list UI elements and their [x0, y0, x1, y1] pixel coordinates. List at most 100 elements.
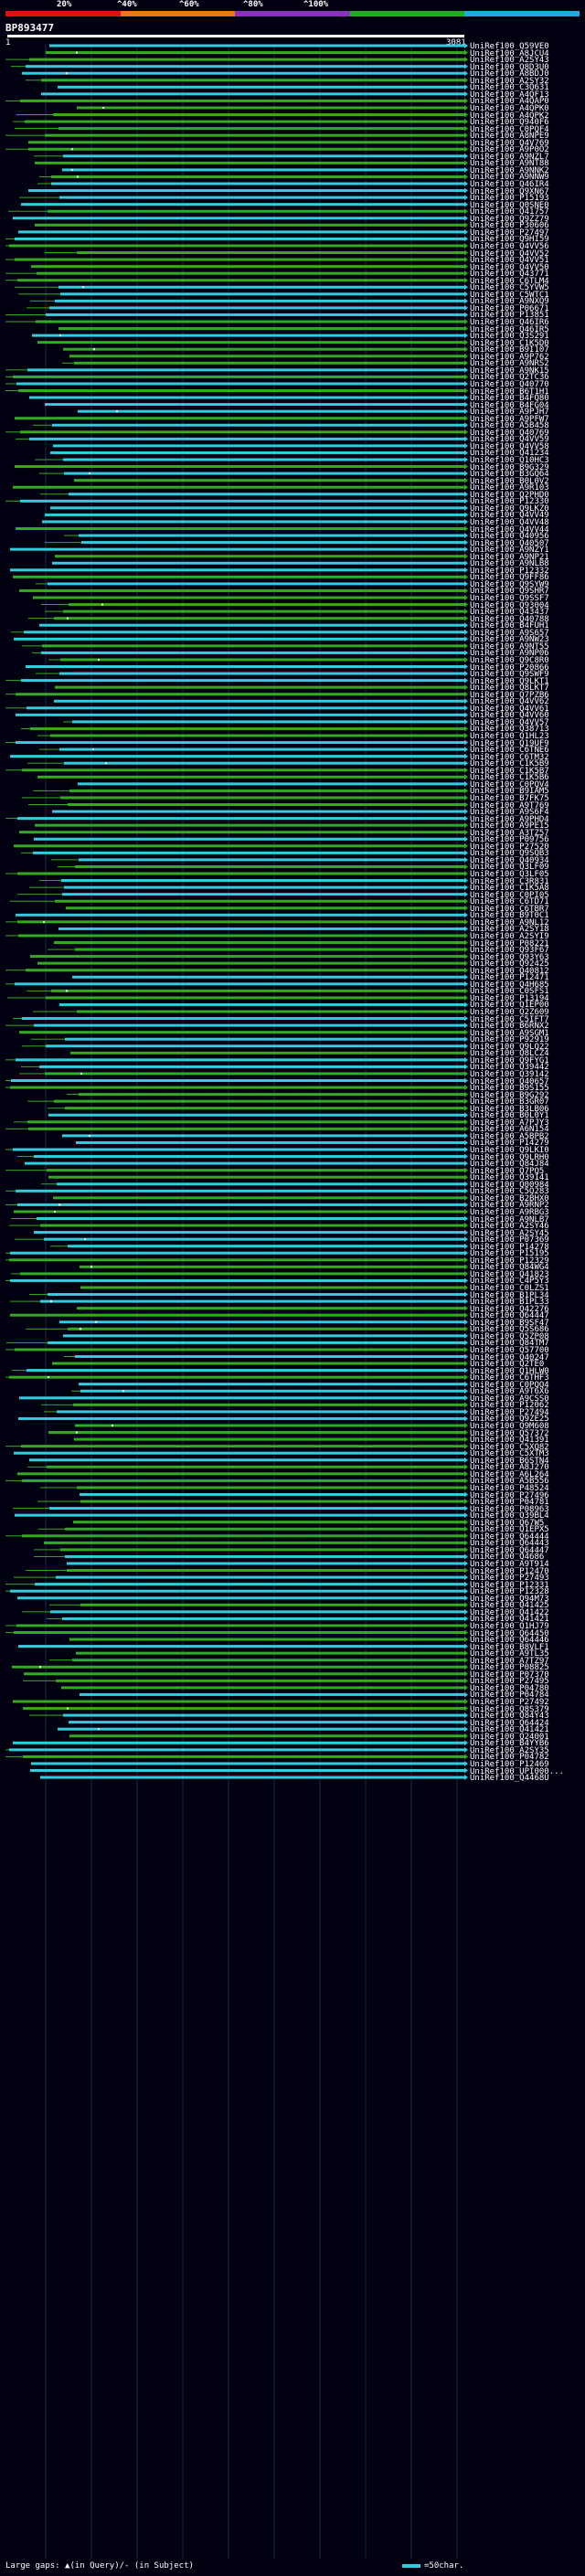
hit-label[interactable]: UniRef100_Q19UF9	[470, 738, 549, 748]
hit-label[interactable]: UniRef100_Q4VV60	[470, 711, 549, 721]
hit-label[interactable]: UniRef100_P12332	[470, 566, 549, 576]
hit-alignment[interactable]	[22, 1043, 468, 1049]
hit-alignment[interactable]	[78, 780, 468, 787]
hit-alignment[interactable]	[21, 201, 468, 207]
hit-label[interactable]: UniRef100_A9CSS0	[470, 1394, 549, 1404]
hit-label[interactable]: UniRef100_A8BDJ0	[470, 69, 549, 80]
hit-label[interactable]: UniRef100_C0PQQ4	[470, 1380, 549, 1390]
hit-alignment[interactable]	[47, 1616, 468, 1622]
hit-alignment[interactable]	[5, 146, 468, 153]
hit-alignment[interactable]	[80, 1285, 468, 1290]
hit-alignment[interactable]	[63, 346, 468, 353]
hit-label[interactable]: UniRef100_C0SFS1	[470, 987, 549, 997]
hit-label[interactable]: UniRef100_A2SY46	[470, 1222, 549, 1232]
hit-label[interactable]: UniRef100_B3GR07	[470, 1097, 549, 1108]
hit-alignment[interactable]	[41, 601, 468, 608]
hit-alignment[interactable]	[39, 471, 468, 477]
hit-label[interactable]: UniRef100_A4QPK0	[470, 103, 549, 113]
hit-alignment[interactable]	[15, 1236, 468, 1243]
hit-alignment[interactable]	[27, 1464, 468, 1470]
hit-alignment[interactable]	[5, 981, 468, 987]
hit-label[interactable]: UniRef100_Q38713	[470, 725, 549, 735]
hit-label[interactable]: UniRef100_B4YYB6	[470, 1739, 549, 1749]
hit-alignment[interactable]	[77, 104, 468, 111]
hit-alignment[interactable]	[5, 1346, 468, 1352]
hit-label[interactable]: UniRef100_A2SY32	[470, 76, 549, 86]
hit-label[interactable]: UniRef100_C5WTC1	[470, 290, 549, 300]
hit-alignment[interactable]	[26, 663, 468, 670]
hit-label[interactable]: UniRef100_B4FG04	[470, 400, 549, 410]
hit-alignment[interactable]	[71, 1388, 468, 1394]
hit-label[interactable]: UniRef100_P14279	[470, 1139, 549, 1149]
hit-alignment[interactable]	[28, 615, 468, 621]
hit-label[interactable]: UniRef100_C5XTM3	[470, 1449, 549, 1459]
hit-label[interactable]: UniRef100_Q1EPX5	[470, 1525, 549, 1535]
hit-alignment[interactable]	[10, 1299, 468, 1305]
hit-alignment[interactable]	[41, 90, 468, 97]
hit-alignment[interactable]	[5, 1622, 468, 1628]
hit-alignment[interactable]	[58, 1726, 468, 1733]
hit-label[interactable]: UniRef100_P27493	[470, 1574, 549, 1584]
hit-label[interactable]: UniRef100_B3LB06	[470, 1104, 549, 1114]
hit-label[interactable]: UniRef100_Q43437	[470, 608, 549, 618]
hit-alignment[interactable]	[37, 960, 468, 967]
hit-alignment[interactable]	[5, 380, 468, 387]
hit-alignment[interactable]	[29, 885, 468, 891]
hit-label[interactable]: UniRef100_P12471	[470, 973, 549, 983]
hit-alignment[interactable]	[5, 767, 468, 773]
hit-label[interactable]: UniRef100_Q59VE0	[470, 42, 549, 51]
hit-label[interactable]: UniRef100_Q41823	[470, 1269, 549, 1279]
hit-label[interactable]: UniRef100_A9PHD4	[470, 814, 549, 824]
hit-alignment[interactable]	[76, 1650, 468, 1657]
hit-alignment[interactable]	[5, 1202, 468, 1208]
hit-label[interactable]: UniRef100_C0LZS1	[470, 1284, 549, 1293]
hit-alignment[interactable]	[5, 1277, 468, 1284]
hit-label[interactable]: UniRef100_B0L0V2	[470, 476, 549, 486]
hit-label[interactable]: UniRef100_Q2PHD0	[470, 490, 549, 500]
hit-alignment[interactable]	[13, 574, 468, 580]
hit-label[interactable]: UniRef100_A2SY35	[470, 1745, 549, 1755]
hit-label[interactable]: UniRef100_C3Q631	[470, 83, 549, 93]
hit-alignment[interactable]	[5, 277, 468, 283]
hit-label[interactable]: UniRef100_P27492	[470, 1698, 549, 1707]
hit-alignment[interactable]	[67, 1091, 468, 1097]
hit-label[interactable]: UniRef100_Q4VV58	[470, 441, 549, 451]
hit-alignment[interactable]	[13, 119, 468, 125]
hit-label[interactable]: UniRef100_A9NP21	[470, 552, 549, 562]
hit-alignment[interactable]	[5, 242, 468, 249]
hit-alignment[interactable]	[13, 484, 468, 491]
hit-label[interactable]: UniRef100_A9T769	[470, 800, 549, 811]
hit-label[interactable]: UniRef100_Q1EP00	[470, 1001, 549, 1011]
hit-label[interactable]: UniRef100_B9S155	[470, 1084, 549, 1094]
hit-label[interactable]: UniRef100_Q41391	[470, 1436, 549, 1446]
hit-label[interactable]: UniRef100_Q4VV62	[470, 697, 549, 707]
hit-label[interactable]: UniRef100_Q40956	[470, 532, 549, 542]
hit-alignment[interactable]	[5, 133, 468, 139]
hit-label[interactable]: UniRef100_C1K5B6	[470, 773, 549, 783]
hit-alignment[interactable]	[34, 836, 468, 843]
hit-alignment[interactable]	[5, 967, 468, 973]
hit-label[interactable]: UniRef100_Q9FYG1	[470, 1055, 549, 1065]
hit-label[interactable]: UniRef100_Q93004	[470, 600, 549, 610]
hit-alignment[interactable]	[11, 1215, 468, 1222]
hit-label[interactable]: UniRef100_P15195	[470, 1249, 549, 1259]
hit-alignment[interactable]	[34, 1553, 468, 1560]
hit-label[interactable]: UniRef100_A2SY18	[470, 925, 549, 935]
hit-label[interactable]: UniRef100_Q4H685	[470, 980, 549, 990]
hit-alignment[interactable]	[5, 236, 468, 242]
hit-alignment[interactable]	[59, 1319, 468, 1325]
hit-alignment[interactable]	[50, 1243, 468, 1249]
hit-label[interactable]: UniRef100_B9I107	[470, 345, 549, 355]
hit-alignment[interactable]	[33, 788, 468, 794]
hit-label[interactable]: UniRef100_B9G292	[470, 1090, 549, 1100]
hit-alignment[interactable]	[29, 1712, 468, 1719]
hit-label[interactable]: UniRef100_Q10HC3	[470, 456, 549, 465]
hit-alignment[interactable]	[9, 1223, 468, 1229]
hit-alignment[interactable]	[61, 1684, 468, 1691]
hit-label[interactable]: UniRef100_Q2TE0	[470, 1360, 545, 1370]
hit-label[interactable]: UniRef100_Q39442	[470, 1063, 549, 1073]
hit-label[interactable]: UniRef100_B9SF47	[470, 1318, 549, 1328]
hit-label[interactable]: UniRef100_Q9FF86	[470, 573, 549, 583]
hit-label[interactable]: UniRef100_Q84TM7	[470, 1339, 549, 1349]
hit-alignment[interactable]	[11, 63, 468, 69]
